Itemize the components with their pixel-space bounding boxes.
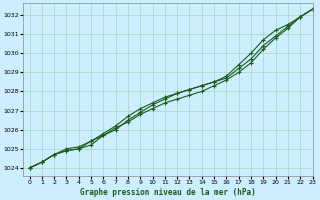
X-axis label: Graphe pression niveau de la mer (hPa): Graphe pression niveau de la mer (hPa) (80, 188, 256, 197)
